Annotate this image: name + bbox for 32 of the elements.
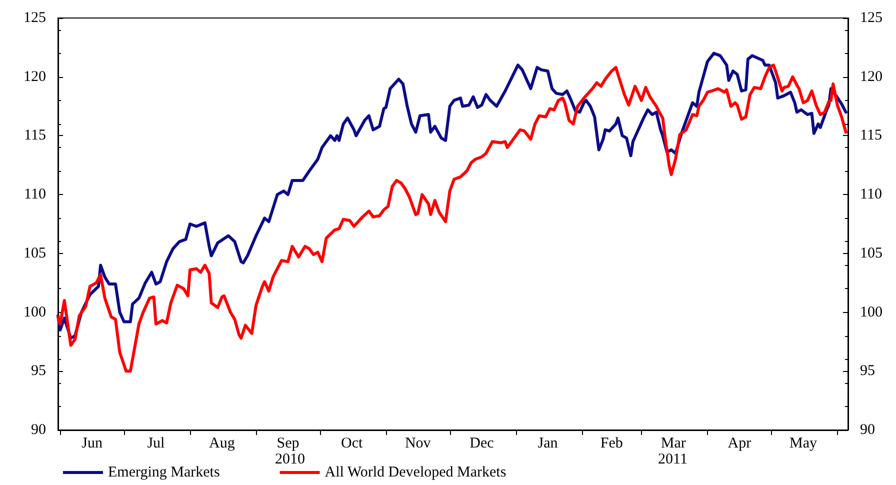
y2-tick-label: 115 <box>860 128 882 144</box>
y2-tick-label: 125 <box>860 10 882 26</box>
x-tick-label: Aug <box>209 436 236 452</box>
x-tick-label: Feb <box>600 436 623 452</box>
x-tick-label: Jul <box>147 436 165 452</box>
y2-tick-label: 90 <box>860 422 875 438</box>
y-tick-label: 115 <box>24 128 46 144</box>
y2-tick-label: 110 <box>860 186 882 203</box>
y-tick-label: 100 <box>24 304 46 320</box>
x-tick-label: Nov <box>404 436 432 452</box>
text: 2010 <box>275 452 305 468</box>
x-tick-label: Sep <box>276 436 300 452</box>
x-tick-label: Apr <box>728 436 752 452</box>
y2-tick-label: 95 <box>860 363 875 380</box>
legend-label: Emerging Markets <box>108 464 220 480</box>
y2-tick-label: 120 <box>860 68 882 85</box>
y-tick-label: 95 <box>31 363 46 380</box>
y-tick-label: 90 <box>31 422 46 438</box>
x-tick-label: May <box>790 436 818 452</box>
x-tick-label: Oct <box>341 436 364 452</box>
x-tick-label: Mar <box>660 436 686 452</box>
text: 2011 <box>658 452 688 468</box>
x-tick-label: Dec <box>470 436 494 452</box>
y-tick-label: 105 <box>24 245 46 262</box>
y-tick-label: 120 <box>24 68 46 85</box>
y2-tick-label: 105 <box>860 245 882 262</box>
legend-label: All World Developed Markets <box>324 464 506 480</box>
y2-tick-label: 100 <box>860 304 882 320</box>
y-tick-label: 110 <box>24 186 46 203</box>
x-tick-label: Jan <box>538 436 558 452</box>
y-tick-label: 125 <box>24 10 46 26</box>
x-tick-label: Jun <box>82 436 103 452</box>
